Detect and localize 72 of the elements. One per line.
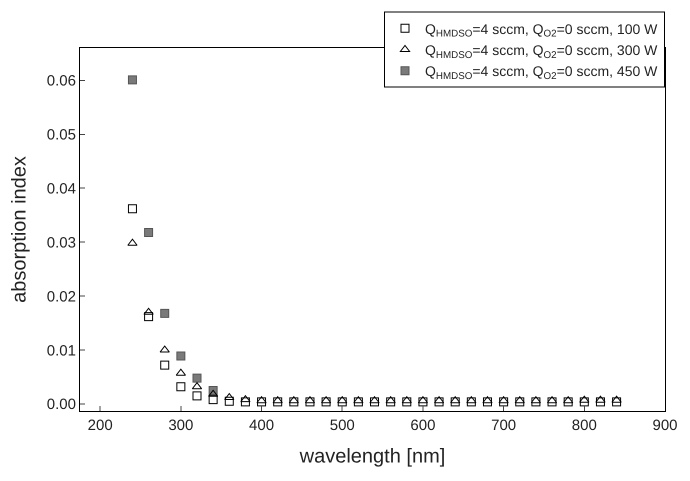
point [224, 393, 234, 400]
point [272, 396, 283, 404]
point [450, 397, 460, 406]
point [466, 396, 476, 404]
legend-label: Q$_{HMDSO}$=4 sccm, Q$_{O2}$=0 sccm, 300 W [425, 42, 658, 61]
x-tick-label: 400 [249, 417, 274, 434]
y-tick-label: 0.04 [46, 180, 76, 198]
point [257, 397, 266, 406]
point [515, 397, 524, 406]
point [176, 382, 186, 392]
point [240, 397, 250, 406]
point [128, 204, 137, 214]
point [208, 395, 218, 404]
y-tick-label: 0.06 [46, 72, 76, 90]
x-axis-title: wavelength [nm] [298, 446, 446, 468]
point [160, 308, 170, 318]
y-axis-title: absorption index [8, 156, 30, 303]
point [482, 397, 492, 406]
x-tick-label: 500 [330, 417, 355, 434]
legend-label: Q$_{HMDSO}$=4 sccm, Q$_{O2}$=0 sccm, 450 W [425, 63, 658, 82]
point [144, 228, 154, 237]
y-tick-label: 0.02 [46, 288, 76, 306]
point [144, 312, 154, 322]
point [418, 397, 428, 406]
point [498, 396, 509, 404]
point [450, 396, 460, 404]
point [514, 396, 525, 404]
point [402, 396, 412, 404]
point [192, 374, 202, 383]
x-tick-label: 300 [168, 417, 194, 434]
point [289, 397, 298, 406]
point [612, 397, 622, 406]
point [563, 396, 574, 404]
point [579, 396, 590, 403]
point [548, 397, 557, 406]
point [466, 397, 476, 406]
point [176, 351, 186, 360]
x-tick-label: 600 [410, 417, 436, 434]
point [128, 75, 137, 84]
legend-label: Q$_{HMDSO}$=4 sccm, Q$_{O2}$=0 sccm, 100 W [425, 20, 658, 40]
point [322, 397, 331, 406]
x-tick-label: 800 [572, 417, 597, 434]
point [353, 396, 364, 404]
point [370, 397, 380, 406]
point [224, 396, 234, 406]
point [273, 397, 282, 406]
x-tick-label: 200 [88, 417, 113, 434]
point [386, 397, 396, 406]
point [288, 396, 299, 404]
y-tick-label: 0.01 [46, 342, 76, 360]
point [176, 368, 186, 376]
point [386, 396, 396, 404]
point [531, 397, 540, 406]
point [434, 397, 444, 406]
point [402, 397, 412, 406]
point [499, 397, 508, 406]
point [596, 397, 605, 406]
y-tick-label: 0.03 [46, 234, 76, 252]
point [208, 390, 218, 397]
y-tick-label: 0.00 [46, 396, 76, 414]
y-tick-label: 0.05 [46, 126, 76, 144]
point [305, 397, 314, 406]
point [160, 360, 170, 370]
point [354, 397, 363, 406]
point [564, 397, 573, 406]
point [160, 346, 170, 353]
point [338, 397, 347, 406]
x-tick-label: 900 [652, 417, 678, 434]
x-tick-label: 700 [491, 417, 516, 434]
point [192, 391, 202, 400]
point [580, 397, 589, 406]
point [337, 396, 348, 404]
